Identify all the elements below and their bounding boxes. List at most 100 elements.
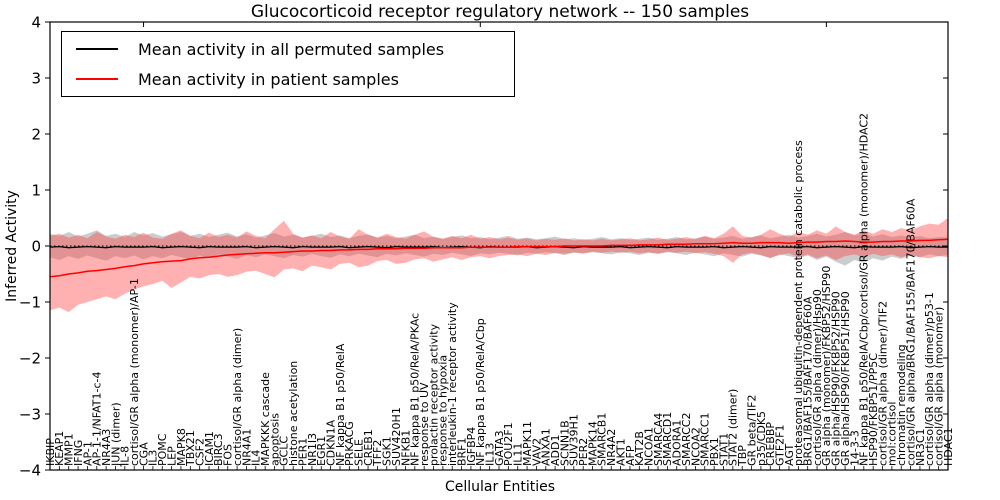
x-tick-label: EGR1	[315, 436, 328, 466]
x-tick-label: PER2	[577, 438, 590, 466]
x-tick-label: TBX21	[184, 430, 197, 467]
y-tick-label: 1	[31, 181, 41, 199]
patient-confidence-band	[50, 218, 948, 313]
x-tick-label: STAT2 (dimer)	[727, 389, 740, 466]
x-tick-label: GTF2F1	[773, 424, 786, 466]
x-tick-label: NF kappa B1 p50/RelA	[334, 343, 347, 466]
legend-label: Mean activity in all permuted samples	[138, 39, 445, 59]
chart-title: Glucocorticoid receptor regulatory netwo…	[250, 2, 750, 22]
x-tick-label: NF kappa B1 p50/RelA/Cbp	[474, 318, 487, 466]
permuted-confidence-band	[50, 230, 948, 266]
x-tick-label: AP-1	[81, 441, 94, 466]
x-tick-label: SMARCB1	[596, 413, 609, 466]
x-tick-label: BIRC3	[212, 433, 225, 466]
x-tick-label: SGK1	[381, 436, 394, 466]
x-tick-label: SUV39H1	[568, 414, 581, 466]
x-tick-label: ADD1	[549, 435, 562, 466]
x-tick-label: NR4A2	[605, 429, 618, 466]
permuted-line-swatch	[76, 48, 118, 50]
x-tick-label: cortisol/GR alpha (dimer)/TIF2	[876, 301, 889, 466]
x-tick-label: apoptosis	[268, 413, 281, 466]
x-tick-label: SMARCD1	[661, 412, 674, 466]
x-tick-label: GR beta/TIF2	[745, 395, 758, 466]
y-axis-label: Inferred Activity	[4, 190, 20, 302]
x-tick-label: cortisol/GR alpha (dimer)/Hsp90	[811, 289, 824, 466]
x-tick-label: CREBBP	[764, 422, 777, 466]
patient-line-swatch	[76, 78, 118, 80]
x-tick-label: NF kappa B1 p50/RelA/Cbp/cortisol/GR alp…	[858, 113, 871, 466]
x-tick-label: cortisol/GR alpha/BRG1/BAF155/BAF170/BAF…	[904, 198, 917, 466]
x-tick-label: PBX1	[708, 437, 721, 466]
x-tick-label: mol:cortisol	[886, 402, 899, 466]
x-tick-label: IL-8	[119, 446, 132, 466]
legend-item-permuted: Mean activity in all permuted samples	[62, 36, 514, 62]
x-tick-label: GR alpha/HSP90/FKBP51/HSP90	[839, 291, 852, 466]
x-tick-label: cortisol/GR alpha (dimer)	[231, 328, 244, 466]
x-axis-label: Cellular Entities	[444, 479, 556, 495]
x-tick-label: chromatin remodeling	[895, 344, 908, 466]
y-tick-label: −1	[19, 293, 41, 311]
x-tick-label: AFP	[624, 445, 637, 466]
x-tick-label: GATA3	[493, 430, 506, 466]
x-tick-label: BRG1/BAF155/BAF170/BAF60A	[802, 296, 815, 466]
x-tick-label: KEAP1	[53, 431, 66, 466]
y-tick-label: −3	[19, 405, 41, 423]
x-tick-label: NFKB1	[399, 430, 412, 466]
x-tick-label: NR1I3	[306, 433, 319, 466]
x-tick-label: AP-1-1/NFAT1-c-4	[91, 372, 104, 466]
x-tick-label: cortisol/GR alpha (monomer)/AP-1	[128, 278, 141, 466]
x-tick-label: p35/CDK5	[755, 411, 768, 466]
y-tick-label: 2	[31, 125, 41, 143]
x-tick-label: NR4A1	[240, 429, 253, 466]
x-tick-label: cortisol/GR alpha (monomer)	[932, 307, 945, 466]
x-tick-label: histone acetylation	[287, 361, 300, 466]
x-tick-label: NR4A3	[100, 429, 113, 466]
x-tick-label: IL11	[512, 443, 525, 466]
x-tick-label: KAT2B	[633, 431, 646, 466]
x-tick-label: SELE	[353, 439, 366, 466]
x-tick-label: CGA	[137, 442, 150, 466]
x-tick-label: STAT1	[717, 433, 730, 466]
y-tick-label: 3	[31, 69, 41, 87]
x-tick-label: ICAM1	[203, 431, 216, 466]
x-tick-label: TBP	[736, 445, 749, 467]
x-tick-label: PRKACG	[343, 421, 356, 466]
patient-mean-line	[49, 238, 949, 278]
x-tick-label: CREB1	[362, 429, 375, 466]
x-tick-label: interleukin-1 receptor activity	[446, 302, 459, 466]
x-tick-label: FOS	[222, 444, 235, 466]
legend: Mean activity in all permuted samples Me…	[61, 31, 515, 97]
x-tick-label: MAPK11	[521, 421, 534, 466]
x-tick-label: CDKN1A	[324, 419, 337, 466]
x-tick-label: BRF1	[455, 437, 468, 466]
x-tick-label: POU2F1	[502, 422, 515, 466]
x-tick-label: 14-3-3	[848, 430, 861, 466]
x-tick-label: GR alpha (monomer)/FKBP52/HSP90	[820, 266, 833, 466]
x-tick-label: MAPK14	[586, 421, 599, 466]
x-tick-label: MAPK8	[175, 428, 188, 466]
x-tick-label: TFF2	[371, 440, 384, 467]
y-tick-label: 0	[31, 237, 41, 255]
x-tick-label: response to UV	[418, 382, 431, 466]
legend-label: Mean activity in patient samples	[138, 69, 399, 89]
x-tick-label: NCOA2	[689, 427, 702, 466]
x-tick-label: prolactin receptor activity	[427, 323, 440, 466]
x-tick-label: IL4	[250, 450, 263, 466]
x-tick-label: SCNN1B	[558, 420, 571, 466]
x-tick-label: ANXA1	[540, 428, 553, 466]
x-tick-label: cortisol/GR alpha (dimer)/p53-1	[923, 292, 936, 466]
x-tick-label: GCLC	[278, 436, 291, 466]
x-tick-label: SMARCA4	[652, 413, 665, 466]
x-tick-label: SMARCC1	[699, 413, 712, 466]
x-tick-label: IL13	[483, 443, 496, 466]
x-tick-label: IGFBP4	[465, 427, 478, 466]
x-tick-label: CSF2	[194, 438, 207, 466]
x-tick-label: response to hypoxia	[437, 355, 450, 466]
x-tick-label: NCOA1	[643, 427, 656, 466]
x-tick-label: NF kappa B1 p50/RelA/PKAc	[409, 313, 422, 466]
x-tick-label: SMARCC2	[680, 413, 693, 466]
x-tick-label: proteasomal ubiquitin-dependent protein …	[792, 140, 805, 466]
x-tick-label: SUV420H1	[390, 407, 403, 466]
